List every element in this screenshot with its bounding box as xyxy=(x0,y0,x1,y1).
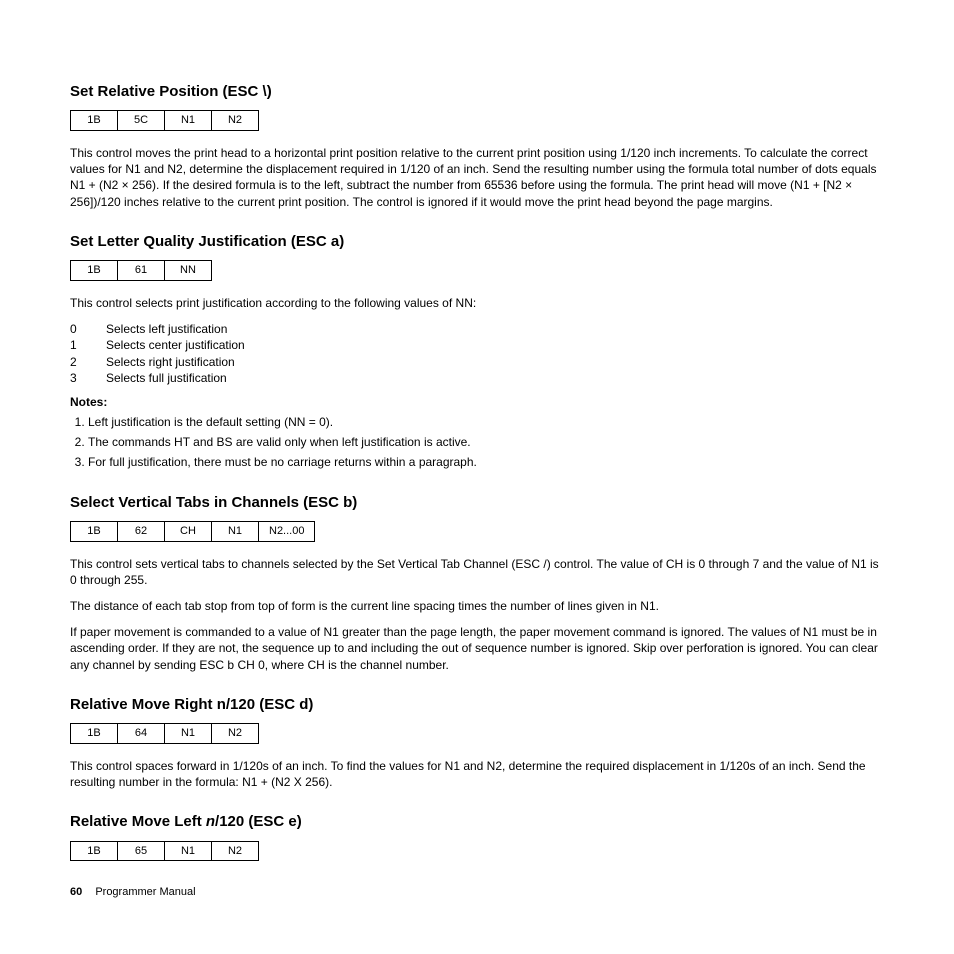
section-paragraph: This control moves the print head to a h… xyxy=(70,145,884,210)
section-paragraph: This control sets vertical tabs to chann… xyxy=(70,556,884,588)
list-item: 0 Selects left justification xyxy=(70,321,884,337)
code-cell: N2 xyxy=(212,724,259,744)
page-number: 60 xyxy=(70,886,82,898)
note-item: The commands HT and BS are valid only wh… xyxy=(88,434,884,450)
list-item: 2 Selects right justification xyxy=(70,354,884,370)
title-part: Relative Move Left xyxy=(70,813,206,830)
list-value: Selects full justification xyxy=(106,370,227,386)
code-cell: 1B xyxy=(71,521,118,541)
code-cell: N1 xyxy=(165,841,212,861)
code-cell: NN xyxy=(165,261,212,281)
code-cell: N2 xyxy=(212,841,259,861)
section-heading-relative-move-right: Relative Move Right n/120 (ESC d) xyxy=(70,695,884,715)
section-paragraph: If paper movement is commanded to a valu… xyxy=(70,624,884,673)
section-paragraph: This control selects print justification… xyxy=(70,295,884,311)
code-table-esc-b: 1B 62 CH N1 N2...00 xyxy=(70,521,315,542)
code-cell: N1 xyxy=(165,111,212,131)
value-list: 0 Selects left justification 1 Selects c… xyxy=(70,321,884,386)
note-item: Left justification is the default settin… xyxy=(88,414,884,430)
code-cell: 62 xyxy=(118,521,165,541)
code-cell: N1 xyxy=(165,724,212,744)
list-item: 1 Selects center justification xyxy=(70,337,884,353)
list-key: 1 xyxy=(70,337,106,353)
list-key: 0 xyxy=(70,321,106,337)
code-cell: 61 xyxy=(118,261,165,281)
list-value: Selects left justification xyxy=(106,321,227,337)
list-value: Selects right justification xyxy=(106,354,235,370)
code-table-esc-d: 1B 64 N1 N2 xyxy=(70,723,259,744)
title-italic: n xyxy=(206,813,215,830)
list-key: 3 xyxy=(70,370,106,386)
code-cell: 1B xyxy=(71,841,118,861)
section-heading-set-letter-quality: Set Letter Quality Justification (ESC a) xyxy=(70,232,884,252)
page-footer: 60 Programmer Manual xyxy=(70,885,884,900)
section-heading-relative-move-left: Relative Move Left n/120 (ESC e) xyxy=(70,812,884,832)
code-cell: N2 xyxy=(212,111,259,131)
list-key: 2 xyxy=(70,354,106,370)
code-table-esc-backslash: 1B 5C N1 N2 xyxy=(70,110,259,131)
list-item: 3 Selects full justification xyxy=(70,370,884,386)
section-paragraph: This control spaces forward in 1/120s of… xyxy=(70,758,884,790)
code-cell: 1B xyxy=(71,261,118,281)
code-cell: 1B xyxy=(71,724,118,744)
list-value: Selects center justification xyxy=(106,337,245,353)
notes-list: Left justification is the default settin… xyxy=(70,414,884,471)
code-cell: N1 xyxy=(212,521,259,541)
code-cell: N2...00 xyxy=(259,521,315,541)
section-heading-set-relative-position: Set Relative Position (ESC \) xyxy=(70,82,884,102)
section-paragraph: The distance of each tab stop from top o… xyxy=(70,598,884,614)
note-item: For full justification, there must be no… xyxy=(88,454,884,470)
code-cell: 64 xyxy=(118,724,165,744)
code-table-esc-e: 1B 65 N1 N2 xyxy=(70,841,259,862)
code-cell: 5C xyxy=(118,111,165,131)
section-heading-select-vertical-tabs: Select Vertical Tabs in Channels (ESC b) xyxy=(70,493,884,513)
notes-heading: Notes: xyxy=(70,394,884,410)
title-part: /120 (ESC e) xyxy=(215,813,302,830)
code-cell: CH xyxy=(165,521,212,541)
code-cell: 1B xyxy=(71,111,118,131)
footer-label: Programmer Manual xyxy=(95,886,195,898)
code-cell: 65 xyxy=(118,841,165,861)
code-table-esc-a: 1B 61 NN xyxy=(70,260,212,281)
